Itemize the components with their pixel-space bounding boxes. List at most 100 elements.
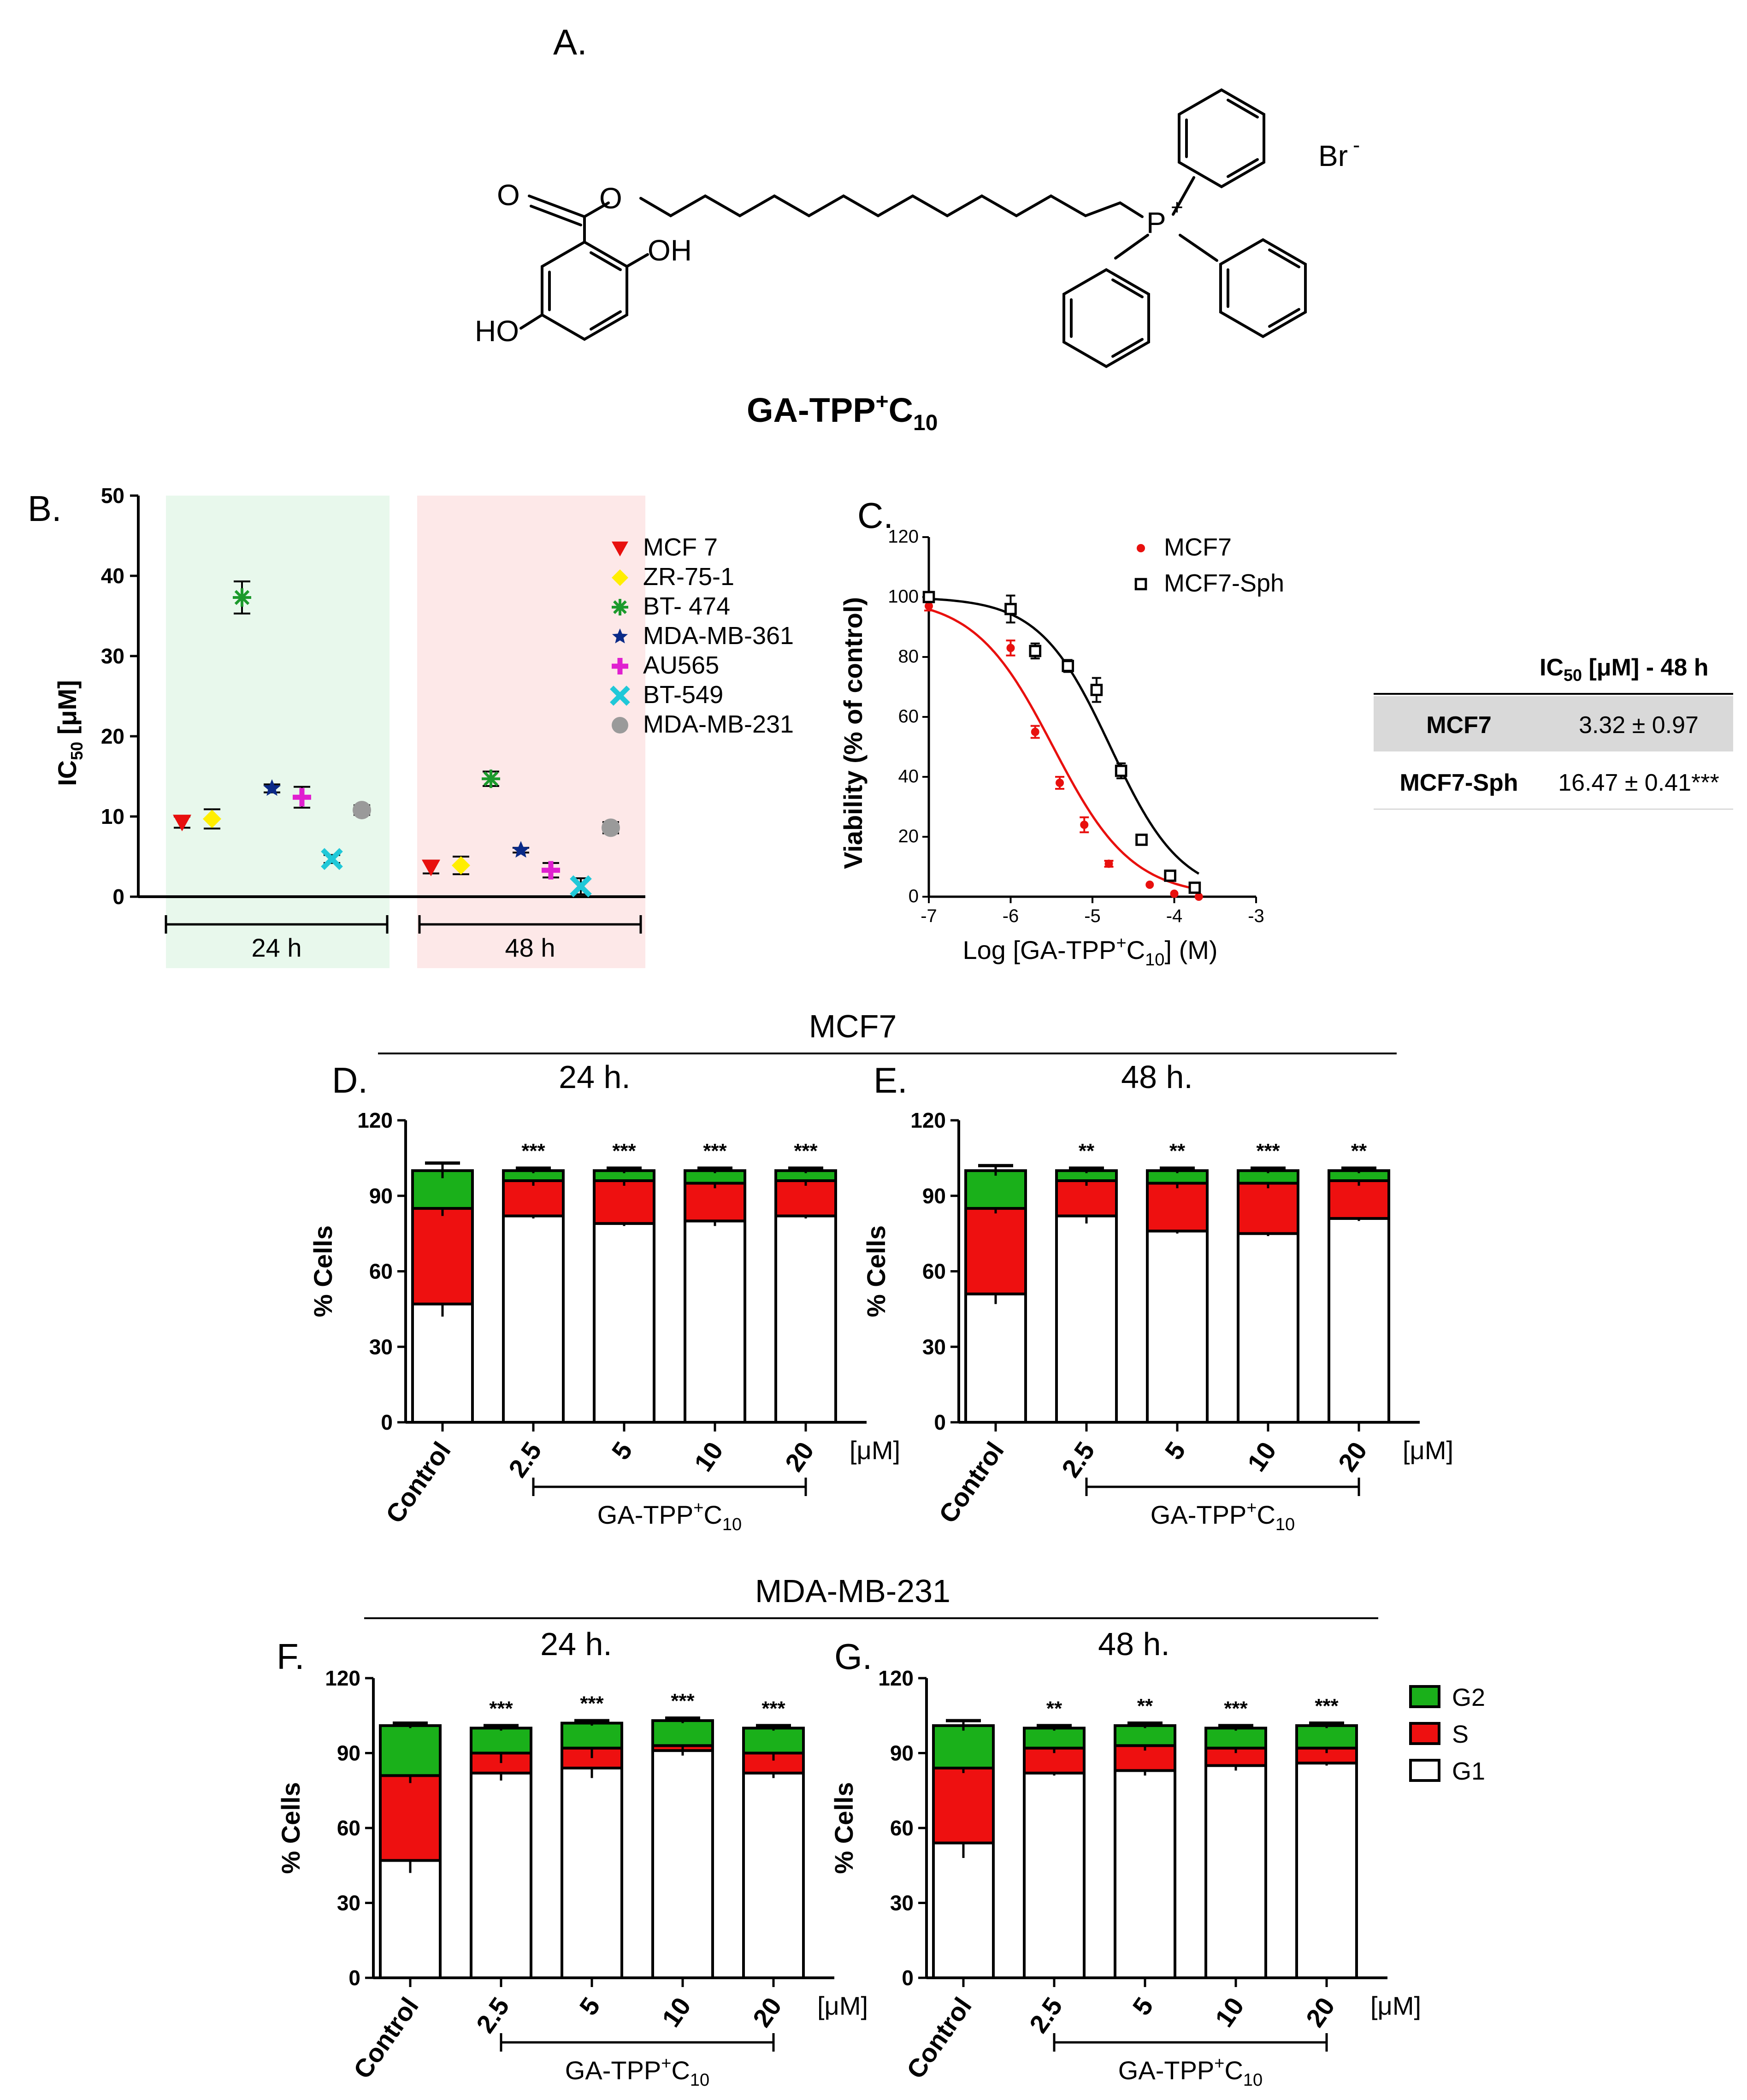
table-row-label: MCF7-Sph	[1399, 769, 1518, 796]
c-legend-marker	[1137, 544, 1145, 552]
significance-mark: **	[1169, 1140, 1186, 1162]
y-tick-label: 90	[922, 1184, 946, 1208]
phenyl-ring-bottom	[1062, 268, 1150, 368]
c-marks	[922, 591, 1203, 901]
panel-title: 24 h.	[559, 1059, 631, 1095]
c-legend-label: MCF7	[1164, 533, 1232, 561]
marker-shape	[173, 815, 191, 832]
b-legend-marker	[612, 628, 628, 644]
bar-segment-g1	[774, 1214, 837, 1424]
c-fit-curve	[928, 597, 1200, 875]
b-axes: 0 10 20 30 40 50	[101, 484, 645, 909]
bar-segment-s	[593, 1179, 655, 1225]
c-y-tick-label: 20	[898, 826, 919, 846]
treatment-label-main: GA-TPP	[1151, 1500, 1246, 1529]
bar-segment-g2	[932, 1724, 995, 1770]
x-tick-label: 10	[1209, 1992, 1249, 2032]
bar-segment-s	[964, 1207, 1027, 1295]
bar-segment-g2	[1114, 1724, 1176, 1747]
x-tick-label: 10	[1241, 1437, 1281, 1477]
b-legend-marker	[612, 541, 628, 556]
significance-mark: ***	[521, 1140, 545, 1162]
c-x-axis-label: Log [GA-TPP+C10] (M)	[962, 934, 1217, 970]
b-point	[542, 861, 560, 880]
significance-mark: ***	[1224, 1697, 1248, 1720]
unit-label: [μM]	[817, 1991, 868, 2020]
b-point	[321, 848, 343, 870]
benzoate-ring	[541, 240, 628, 341]
ring-double-bond	[1227, 99, 1259, 118]
y-axis-label: % Cells	[829, 1782, 858, 1874]
treatment-label-sup: +	[661, 2054, 671, 2073]
c-point	[1090, 684, 1103, 696]
x-tick-label: Control	[933, 1437, 1009, 1528]
c-point	[1194, 893, 1203, 901]
panel-label-b: B.	[28, 488, 62, 529]
marker-shape	[613, 600, 627, 614]
marker-shape	[1145, 881, 1154, 889]
b-legend: MCF 7ZR-75-1BT- 474MDA-MB-361AU565BT-549…	[610, 533, 794, 738]
bar-segment-g1	[684, 1219, 746, 1424]
bar-segment-g1	[502, 1214, 565, 1424]
significance-mark: **	[1079, 1140, 1095, 1162]
significance-mark: ***	[761, 1697, 785, 1720]
b-legend-label: MDA-MB-361	[643, 622, 794, 650]
c-x-tick-label: -3	[1248, 906, 1264, 926]
c-y-axis-label: Viability (% of control)	[838, 597, 868, 869]
treatment-label-sub: 10	[1275, 1515, 1295, 1534]
marker-shape	[612, 569, 628, 586]
marker-shape	[1170, 889, 1179, 898]
bar-segment-s	[1055, 1179, 1118, 1218]
x-tick-label: 20	[747, 1992, 787, 2032]
marker-shape	[1194, 893, 1203, 901]
marker-shape	[452, 856, 470, 875]
c-point	[1115, 764, 1127, 777]
table-row-highlight	[1374, 696, 1733, 751]
significance-mark: ***	[1315, 1695, 1339, 1717]
ring-double-bond	[1268, 308, 1300, 328]
b-legend-marker	[610, 686, 630, 706]
b-point	[203, 810, 221, 828]
b-legend-marker	[612, 569, 628, 586]
table-row-value: 3.32 ± 0.97	[1579, 712, 1699, 739]
panel-title: 24 h.	[540, 1626, 612, 1662]
treatment-label-sup: +	[1246, 1498, 1257, 1518]
panel-title: 48 h.	[1098, 1626, 1170, 1662]
marker-shape	[1188, 881, 1201, 894]
c-point	[1188, 881, 1201, 894]
bar-segment-g2	[470, 1727, 532, 1755]
atom-ester-oxygen: O	[599, 182, 622, 215]
hydroxyl-bond	[626, 253, 649, 268]
treatment-label-sup: +	[1214, 2054, 1224, 2073]
c-y-tick-label: 80	[898, 646, 919, 667]
c-point	[1056, 779, 1064, 787]
c-point	[1029, 645, 1042, 657]
marker-shape	[234, 590, 250, 605]
bar-segment-g2	[379, 1724, 442, 1777]
legend-label-g1: G1	[1452, 1757, 1485, 1785]
b-point	[293, 788, 311, 807]
unit-label: [μM]	[850, 1436, 900, 1465]
marker-shape	[1135, 834, 1148, 846]
panel-f-cell-cycle: F. 24 h. 0 30 60 90 120 % Cells Control *** 2.5 **…	[276, 1626, 868, 2090]
b-point	[482, 769, 500, 788]
b-legend-label: BT-549	[643, 681, 723, 709]
x-tick-label: Control	[380, 1437, 456, 1528]
x-tick-label: 2.5	[503, 1437, 547, 1483]
bar-segment-g2	[651, 1719, 714, 1747]
marker-shape	[1004, 603, 1017, 615]
phenyl-ring-right	[1219, 238, 1307, 338]
ring-double-bond	[1227, 158, 1259, 178]
b-legend-marker	[612, 717, 628, 734]
c-point	[1006, 644, 1015, 652]
panel-label-e: E.	[874, 1060, 908, 1100]
bar-segment-g2	[1023, 1727, 1086, 1750]
bg-48h-region	[417, 496, 645, 968]
treatment-label-main: GA-TPP	[597, 1500, 693, 1529]
b-point	[452, 856, 470, 875]
significance-mark: ***	[703, 1140, 727, 1162]
marker-shape	[1006, 644, 1015, 652]
c-legend: MCF7 MCF7-Sph	[1134, 533, 1284, 597]
legend-label-g2: G2	[1452, 1684, 1485, 1711]
